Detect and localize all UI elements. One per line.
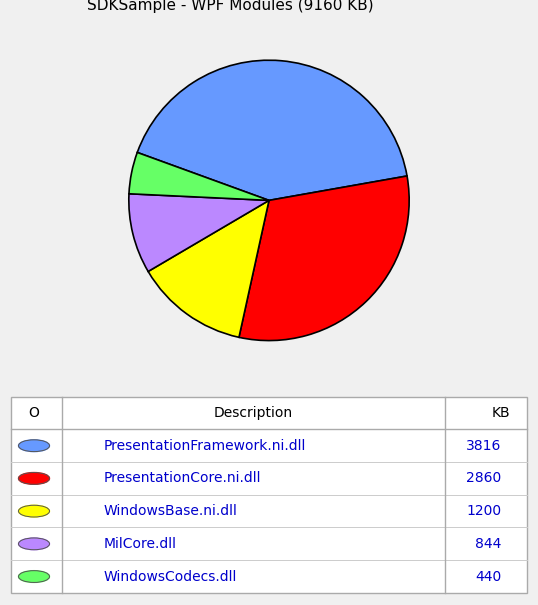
- Text: 1200: 1200: [466, 504, 501, 518]
- Text: 440: 440: [475, 569, 501, 584]
- Text: O: O: [29, 406, 39, 420]
- Wedge shape: [239, 176, 409, 341]
- Text: 844: 844: [475, 537, 501, 551]
- Circle shape: [18, 505, 49, 517]
- Text: PresentationCore.ni.dll: PresentationCore.ni.dll: [104, 471, 261, 485]
- Text: PresentationFramework.ni.dll: PresentationFramework.ni.dll: [104, 439, 306, 453]
- Wedge shape: [129, 194, 269, 272]
- Text: Description: Description: [214, 406, 293, 420]
- Wedge shape: [137, 60, 407, 200]
- Circle shape: [18, 473, 49, 485]
- Text: 3816: 3816: [466, 439, 501, 453]
- Circle shape: [18, 538, 49, 550]
- Text: MilCore.dll: MilCore.dll: [104, 537, 176, 551]
- Text: 2860: 2860: [466, 471, 501, 485]
- Text: WindowsBase.ni.dll: WindowsBase.ni.dll: [104, 504, 238, 518]
- Circle shape: [18, 571, 49, 583]
- Text: WindowsCodecs.dll: WindowsCodecs.dll: [104, 569, 237, 584]
- Circle shape: [18, 440, 49, 451]
- Wedge shape: [129, 152, 269, 200]
- Text: SDKSample - WPF Modules (9160 KB): SDKSample - WPF Modules (9160 KB): [87, 0, 373, 13]
- Text: KB: KB: [492, 406, 511, 420]
- Wedge shape: [148, 200, 269, 338]
